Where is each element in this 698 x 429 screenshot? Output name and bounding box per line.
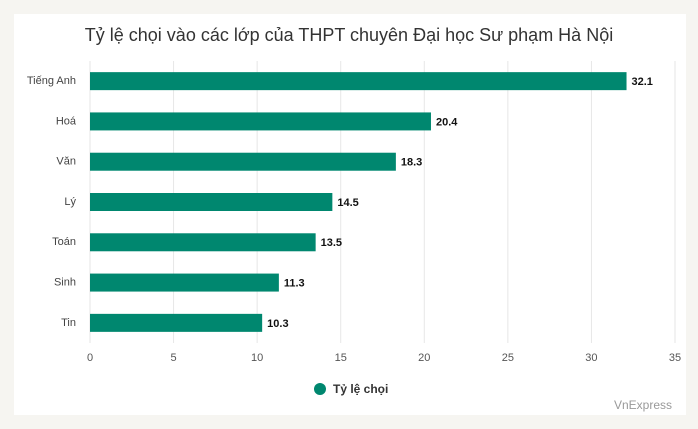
y-tick-label: Toán [52, 236, 76, 248]
x-tick-label: 10 [251, 352, 263, 364]
legend-marker [314, 383, 326, 395]
value-label: 32.1 [632, 76, 653, 88]
bar [90, 233, 316, 252]
legend-label: Tỷ lệ chọi [333, 382, 388, 396]
bar [90, 112, 431, 131]
x-tick-label: 25 [502, 352, 514, 364]
value-label: 13.5 [321, 237, 342, 249]
x-tick-label: 5 [171, 352, 177, 364]
bar [90, 193, 333, 211]
source: VnExpress [614, 398, 672, 412]
value-label: 20.4 [436, 116, 458, 128]
x-tick-label: 20 [418, 352, 430, 364]
x-tick-label: 0 [87, 352, 93, 364]
y-tick-label: Tin [61, 317, 76, 329]
chart-title: Tỷ lệ chọi vào các lớp của THPT chuyên Đ… [85, 25, 613, 45]
y-tick-label: Tiếng Anh [27, 75, 76, 87]
value-label: 14.5 [337, 197, 358, 209]
y-tick-label: Văn [56, 156, 76, 168]
value-label: 11.3 [284, 277, 305, 289]
x-tick-label: 30 [585, 352, 597, 364]
y-tick-label: Hoá [56, 115, 77, 127]
bar [90, 152, 396, 171]
bar [90, 72, 627, 91]
x-tick-label: 35 [669, 352, 681, 364]
x-tick-label: 15 [335, 352, 347, 364]
bar [90, 273, 279, 292]
y-tick-label: Sinh [54, 276, 76, 288]
value-label: 10.3 [267, 318, 288, 330]
y-tick-label: Lý [64, 196, 76, 208]
bar [90, 313, 263, 332]
value-label: 18.3 [401, 157, 422, 169]
